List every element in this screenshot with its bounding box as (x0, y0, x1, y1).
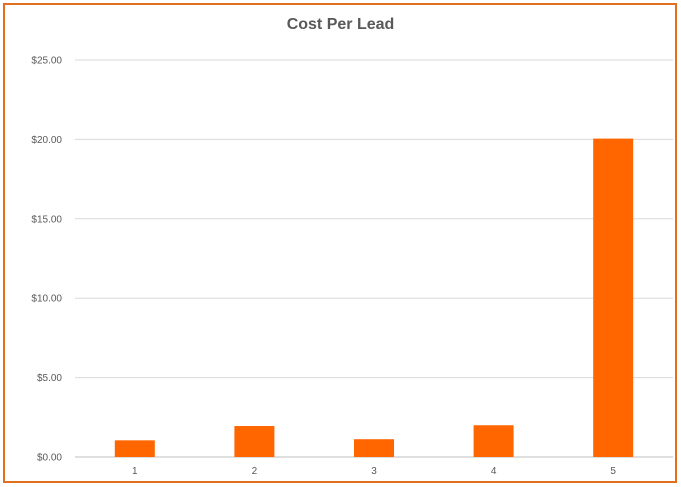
bar-4 (473, 425, 514, 457)
bar-2 (234, 426, 275, 457)
bar-5 (593, 138, 634, 457)
y-tick-label: $15.00 (31, 214, 62, 225)
x-tick-label: 5 (610, 466, 616, 477)
chart-title: Cost Per Lead (286, 16, 395, 33)
x-tick-label: 1 (132, 466, 138, 477)
y-tick-label: $0.00 (37, 453, 62, 464)
y-tick-label: $20.00 (31, 135, 62, 146)
bar-1 (114, 440, 155, 457)
x-tick-label: 3 (371, 466, 377, 477)
y-tick-label: $10.00 (31, 294, 62, 305)
y-axis-ticks: $0.00 $5.00 $10.00 $15.00 $20.00 $25.00 (31, 56, 62, 464)
chart-frame (3, 3, 677, 483)
y-tick-label: $25.00 (31, 56, 62, 67)
x-tick-label: 2 (252, 466, 258, 477)
y-tick-label: $5.00 (37, 373, 62, 384)
bars (114, 138, 634, 457)
gridlines (75, 59, 673, 458)
x-axis-ticks: 1 2 3 4 5 (132, 466, 616, 477)
x-tick-label: 4 (491, 466, 497, 477)
bar-3 (354, 439, 394, 457)
